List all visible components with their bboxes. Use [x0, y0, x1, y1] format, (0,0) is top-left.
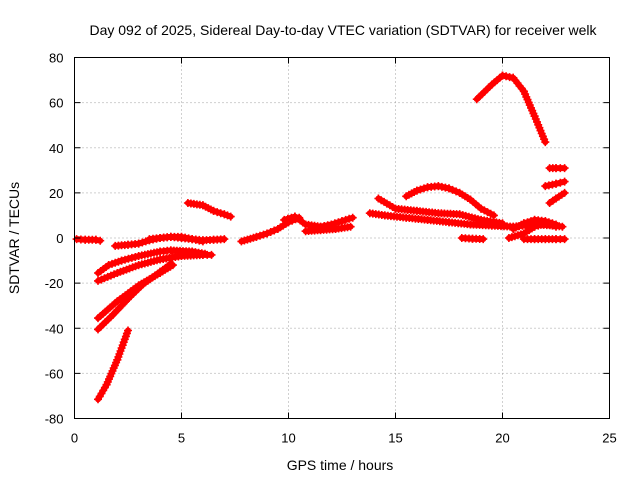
- x-tick-labels: 0 5 10 15 20 25: [71, 431, 617, 446]
- series-markers-16: [457, 234, 488, 244]
- series-markers-9: [183, 199, 235, 221]
- x-tick-label: 0: [71, 431, 78, 446]
- series-markers-23: [545, 188, 569, 207]
- series-markers-22: [541, 177, 569, 191]
- plus-marker: [416, 185, 425, 194]
- plus-marker: [489, 211, 498, 220]
- x-axis-label: GPS time / hours: [287, 457, 394, 473]
- plus-marker: [270, 226, 279, 235]
- plus-marker: [226, 212, 235, 221]
- plus-marker: [138, 238, 147, 247]
- x-tick-label: 25: [602, 431, 616, 446]
- y-axis-label: SDTVAR / TECUs: [6, 182, 22, 294]
- plus-marker: [552, 179, 560, 188]
- plus-marker: [263, 229, 272, 238]
- series-markers-20: [472, 71, 550, 147]
- plus-marker: [560, 177, 569, 186]
- plus-marker: [544, 218, 553, 227]
- plus-marker: [445, 184, 453, 193]
- plus-marker: [220, 235, 229, 244]
- plus-marker: [498, 219, 507, 228]
- plus-marker: [283, 214, 292, 223]
- y-tick-label: -20: [45, 276, 64, 291]
- plus-marker: [91, 235, 100, 244]
- series-markers-3: [145, 232, 207, 246]
- plus-marker: [420, 184, 428, 193]
- plus-marker: [560, 164, 569, 173]
- plus-marker: [552, 220, 560, 229]
- series-markers-1: [72, 235, 105, 245]
- plus-marker: [213, 208, 222, 217]
- plus-marker: [256, 231, 264, 240]
- series-layer: [72, 71, 569, 404]
- plus-marker: [198, 237, 207, 246]
- plus-marker: [556, 178, 565, 187]
- y-tick-label: 40: [49, 141, 63, 156]
- plus-marker: [527, 217, 535, 226]
- plus-marker: [452, 187, 461, 196]
- plus-marker: [216, 209, 225, 218]
- plus-marker: [348, 213, 357, 222]
- x-tick-label: 15: [388, 431, 402, 446]
- series-markers-15: [402, 182, 498, 220]
- plus-marker: [259, 230, 268, 239]
- plus-marker: [341, 215, 350, 224]
- series-markers-18: [509, 215, 560, 233]
- y-tick-label: -40: [45, 321, 64, 336]
- plus-marker: [541, 138, 550, 147]
- plus-marker: [207, 250, 216, 259]
- series-markers-8: [94, 326, 132, 404]
- y-tick-label: -60: [45, 366, 64, 381]
- plus-marker: [479, 235, 488, 244]
- plus-marker: [280, 215, 289, 224]
- series-markers-19: [519, 235, 569, 244]
- plus-marker: [523, 218, 532, 227]
- y-tick-label: 20: [49, 186, 63, 201]
- plus-marker: [124, 326, 132, 335]
- chart-title: Day 092 of 2025, Sidereal Day-to-day VTE…: [89, 22, 597, 38]
- y-tick-label: 80: [49, 51, 63, 66]
- plus-marker: [530, 222, 539, 231]
- y-tick-label: 60: [49, 96, 63, 111]
- x-tick-label: 5: [178, 431, 185, 446]
- plus-marker: [412, 186, 421, 195]
- plus-marker: [166, 259, 175, 268]
- plus-marker: [338, 217, 346, 226]
- plus-marker: [541, 217, 550, 226]
- series-markers-11: [280, 212, 357, 231]
- plus-marker: [560, 235, 569, 244]
- plus-marker: [266, 228, 275, 236]
- plus-marker: [448, 185, 457, 194]
- plus-marker: [345, 214, 354, 223]
- x-tick-label: 10: [281, 431, 295, 446]
- y-tick-label: -80: [45, 412, 64, 427]
- series-markers-21: [545, 164, 569, 173]
- plus-marker: [96, 236, 105, 245]
- plus-marker: [560, 188, 569, 197]
- series-markers-7: [94, 259, 175, 334]
- plus-marker: [548, 219, 557, 228]
- y-tick-labels: -80 -60 -40 -20 0 20 40 60 80: [45, 51, 64, 427]
- x-tick-label: 20: [495, 431, 509, 446]
- plus-marker: [124, 254, 133, 263]
- series-markers-12: [301, 222, 355, 236]
- plus-marker: [209, 206, 218, 215]
- plus-marker: [134, 239, 143, 248]
- y-tick-label: 0: [56, 231, 63, 246]
- axis-ticks: [74, 57, 610, 419]
- plus-marker: [519, 219, 528, 228]
- plus-marker: [252, 232, 261, 241]
- plus-marker: [346, 222, 355, 231]
- series-markers-5: [94, 250, 216, 285]
- series-markers-14: [374, 194, 507, 228]
